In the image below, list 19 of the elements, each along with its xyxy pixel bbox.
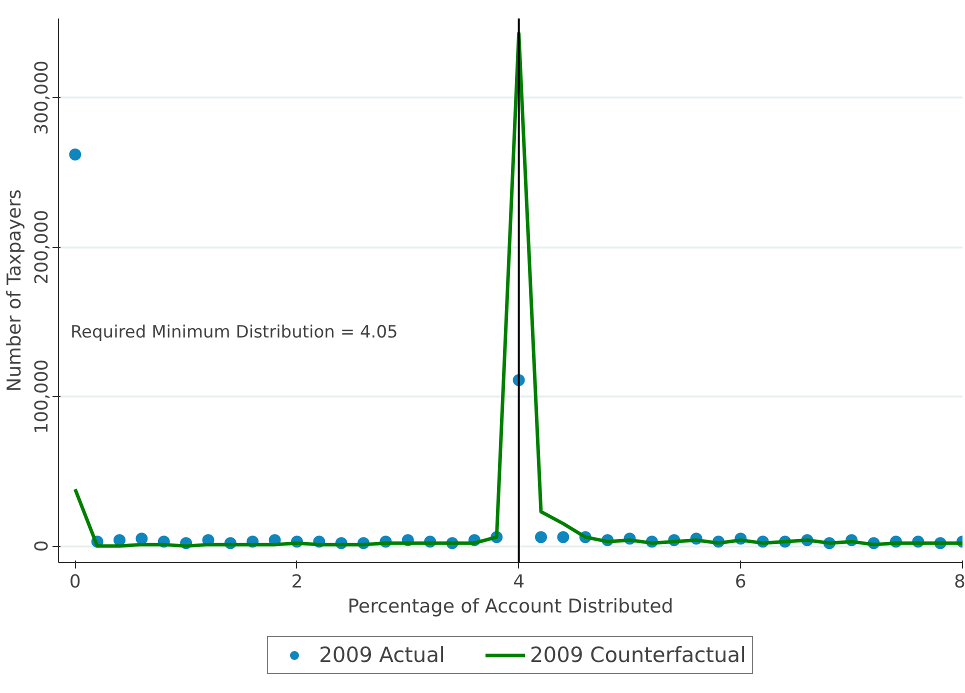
- x-tick-label: 0: [69, 572, 81, 592]
- point: [557, 531, 570, 544]
- x-axis-title: Percentage of Account Distributed: [348, 596, 674, 618]
- annotation: Required Minimum Distribution = 4.05: [70, 322, 398, 342]
- y-tick-label: 0: [32, 540, 52, 552]
- y-tick-label: 300,000: [32, 60, 52, 135]
- x-tick-label: 6: [734, 572, 746, 592]
- x-tick-label: 8: [954, 572, 965, 592]
- point: [136, 532, 148, 545]
- x-tick-label: 2: [291, 572, 303, 592]
- y-axis-title: Number of Taxpayers: [4, 189, 26, 392]
- line-series: [73, 32, 962, 548]
- point: [69, 148, 82, 160]
- y-tick-label: 200,000: [32, 210, 52, 284]
- y-tick-label: 100,000: [32, 359, 52, 434]
- x-tick-label: 4: [513, 572, 525, 592]
- legend-label: 2009 Actual: [318, 643, 445, 667]
- point: [535, 531, 548, 544]
- legend-label: 2009 Counterfactual: [530, 643, 746, 667]
